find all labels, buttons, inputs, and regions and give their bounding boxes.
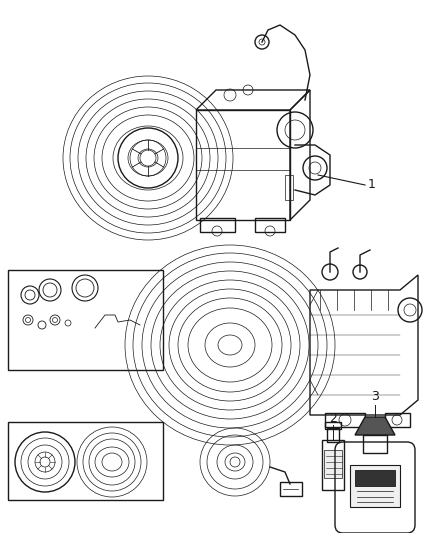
Bar (363, 435, 387, 453)
Bar (355, 470, 395, 486)
Text: 3: 3 (371, 390, 379, 403)
Bar (350, 465, 400, 507)
Bar (325, 422, 341, 429)
Polygon shape (355, 417, 395, 435)
Circle shape (40, 457, 50, 467)
Bar (285, 175, 293, 200)
Bar (8, 422, 163, 500)
Bar (200, 218, 235, 232)
Bar (324, 450, 342, 478)
Bar (385, 413, 410, 427)
Bar (280, 482, 302, 496)
Bar (255, 218, 285, 232)
Circle shape (140, 150, 156, 166)
Bar (8, 270, 163, 370)
Bar (322, 440, 344, 490)
Bar (325, 413, 365, 427)
Text: 1: 1 (368, 179, 376, 191)
Text: 2: 2 (329, 412, 337, 425)
Circle shape (230, 457, 240, 467)
Bar (327, 428, 339, 442)
